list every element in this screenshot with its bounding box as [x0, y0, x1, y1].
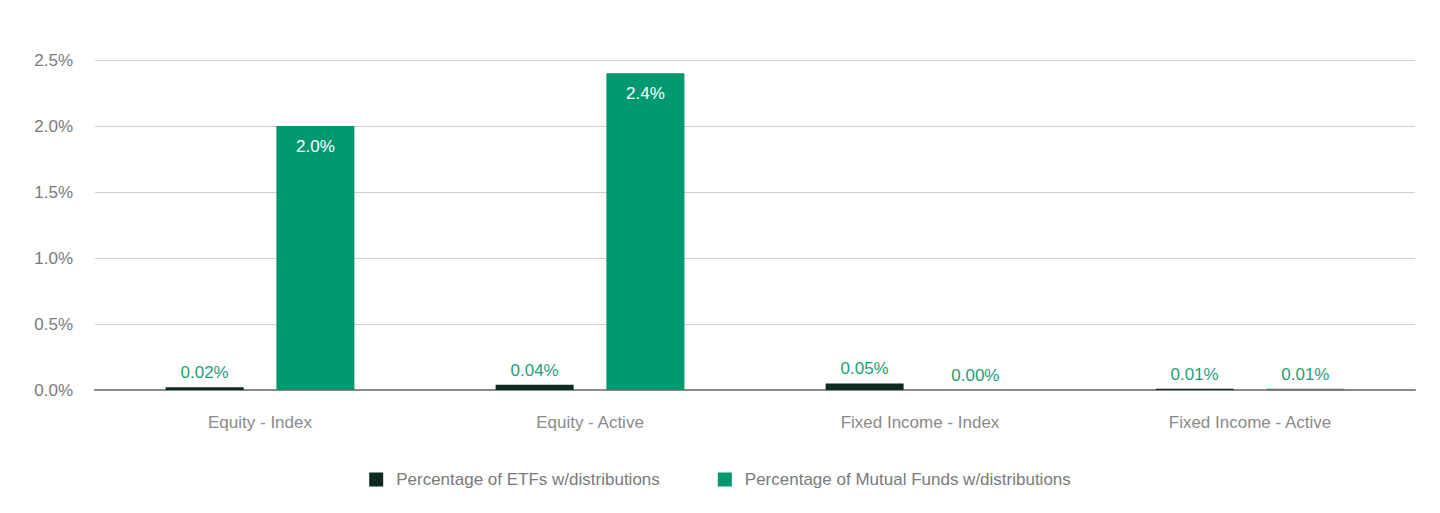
- svg-text:1.5%: 1.5%: [34, 183, 73, 202]
- svg-text:Percentage of Mutual Funds w/d: Percentage of Mutual Funds w/distributio…: [745, 470, 1071, 489]
- svg-text:2.0%: 2.0%: [34, 117, 73, 136]
- svg-text:1.0%: 1.0%: [34, 249, 73, 268]
- svg-text:Fixed Income - Active: Fixed Income - Active: [1169, 413, 1332, 432]
- svg-text:Equity - Active: Equity - Active: [536, 413, 644, 432]
- svg-text:2.5%: 2.5%: [34, 51, 73, 70]
- svg-text:0.00%: 0.00%: [951, 366, 999, 385]
- svg-text:0.05%: 0.05%: [841, 359, 889, 378]
- svg-text:0.01%: 0.01%: [1281, 365, 1329, 384]
- svg-text:0.0%: 0.0%: [34, 381, 73, 400]
- svg-text:Percentage of ETFs w/distribut: Percentage of ETFs w/distributions: [396, 470, 660, 489]
- svg-text:0.01%: 0.01%: [1171, 365, 1219, 384]
- svg-text:2.0%: 2.0%: [296, 137, 335, 156]
- svg-text:Fixed Income - Index: Fixed Income - Index: [841, 413, 1000, 432]
- svg-text:0.5%: 0.5%: [34, 315, 73, 334]
- svg-text:Equity - Index: Equity - Index: [208, 413, 312, 432]
- svg-text:0.02%: 0.02%: [181, 363, 229, 382]
- svg-text:0.04%: 0.04%: [511, 361, 559, 380]
- svg-text:2.4%: 2.4%: [626, 84, 665, 103]
